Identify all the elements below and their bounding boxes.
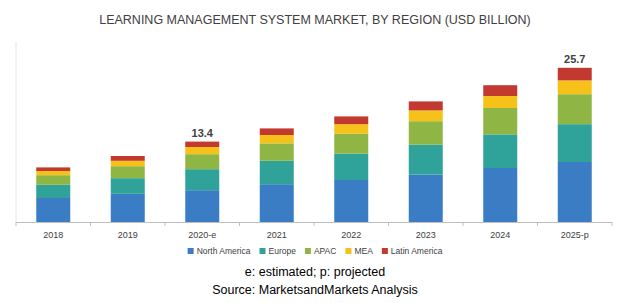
legend: North America Europe APAC MEA Latin America <box>188 246 443 256</box>
bar-segment <box>334 116 368 124</box>
chart-svg: LEARNING MANAGEMENT SYSTEM MARKET, BY RE… <box>0 0 630 303</box>
x-tick <box>612 222 613 226</box>
bar-segment <box>558 124 592 162</box>
legend-swatch <box>259 248 265 254</box>
bar-segment <box>558 68 592 81</box>
x-tick-label: 2020-e <box>188 230 216 240</box>
bar-segment <box>185 169 219 190</box>
x-tick-label: 2019 <box>118 230 138 240</box>
x-tick <box>239 222 240 226</box>
bar-segment <box>334 124 368 134</box>
bar-segment <box>334 180 368 222</box>
bar-segment <box>111 161 145 166</box>
bar-segment <box>36 185 70 198</box>
bar-segment <box>409 175 443 222</box>
legend-label: MEA <box>354 246 373 256</box>
legend-swatch <box>345 248 351 254</box>
legend-swatch <box>382 248 388 254</box>
footnote: e: estimated; p: projected <box>245 265 385 279</box>
bar-segment <box>409 121 443 144</box>
bar-segment <box>483 108 517 134</box>
bar-segment <box>260 143 294 160</box>
bar-segment <box>36 175 70 185</box>
bar-segment <box>111 166 145 178</box>
x-tick-label: 2025-p <box>561 230 589 240</box>
bar-segment <box>483 85 517 96</box>
bar-segment <box>558 80 592 94</box>
bar-segment <box>334 134 368 154</box>
bar-segment <box>409 145 443 175</box>
bar-segment <box>36 167 70 171</box>
bar-segment <box>260 184 294 222</box>
x-tick <box>16 222 17 226</box>
x-tick <box>165 222 166 226</box>
legend-label: Latin America <box>391 246 443 256</box>
bar-segment <box>36 171 70 175</box>
legend-label: Europe <box>268 246 296 256</box>
annotation: 13.4 <box>192 127 214 139</box>
y-axis-line <box>16 42 17 222</box>
bar-segment <box>483 134 517 168</box>
x-tick <box>537 222 538 226</box>
bar-segment <box>111 178 145 194</box>
bar-segment <box>185 142 219 147</box>
x-tick <box>463 222 464 226</box>
x-tick <box>314 222 315 226</box>
x-tick-label: 2022 <box>341 230 361 240</box>
bar-segment <box>558 94 592 124</box>
bar-segment <box>185 154 219 169</box>
legend-swatch <box>305 248 311 254</box>
bar-segment <box>483 168 517 222</box>
title: LEARNING MANAGEMENT SYSTEM MARKET, BY RE… <box>99 13 531 27</box>
bar-segment <box>36 198 70 222</box>
x-tick-label: 2018 <box>43 230 63 240</box>
x-tick-label: 2021 <box>267 230 287 240</box>
bar-segment <box>409 110 443 121</box>
x-tick <box>388 222 389 226</box>
x-tick-label: 2024 <box>490 230 510 240</box>
chart-root: LEARNING MANAGEMENT SYSTEM MARKET, BY RE… <box>0 0 630 303</box>
legend-label: APAC <box>314 246 337 256</box>
legend-label: North America <box>197 246 251 256</box>
bar-segment <box>185 147 219 154</box>
bar-segment <box>260 128 294 135</box>
footnote: Source: MarketsandMarkets Analysis <box>212 283 418 297</box>
bar-segment <box>260 135 294 143</box>
bar-segment <box>111 156 145 161</box>
bars <box>36 68 592 222</box>
bar-segment <box>558 162 592 222</box>
x-tick-label: 2023 <box>416 230 436 240</box>
bar-segment <box>483 96 517 108</box>
legend-swatch <box>188 248 194 254</box>
x-tick <box>90 222 91 226</box>
bar-segment <box>111 194 145 222</box>
bar-segment <box>185 190 219 222</box>
bar-segment <box>334 154 368 180</box>
bar-segment <box>409 101 443 110</box>
annotation: 25.7 <box>564 53 585 65</box>
bar-segment <box>260 161 294 184</box>
